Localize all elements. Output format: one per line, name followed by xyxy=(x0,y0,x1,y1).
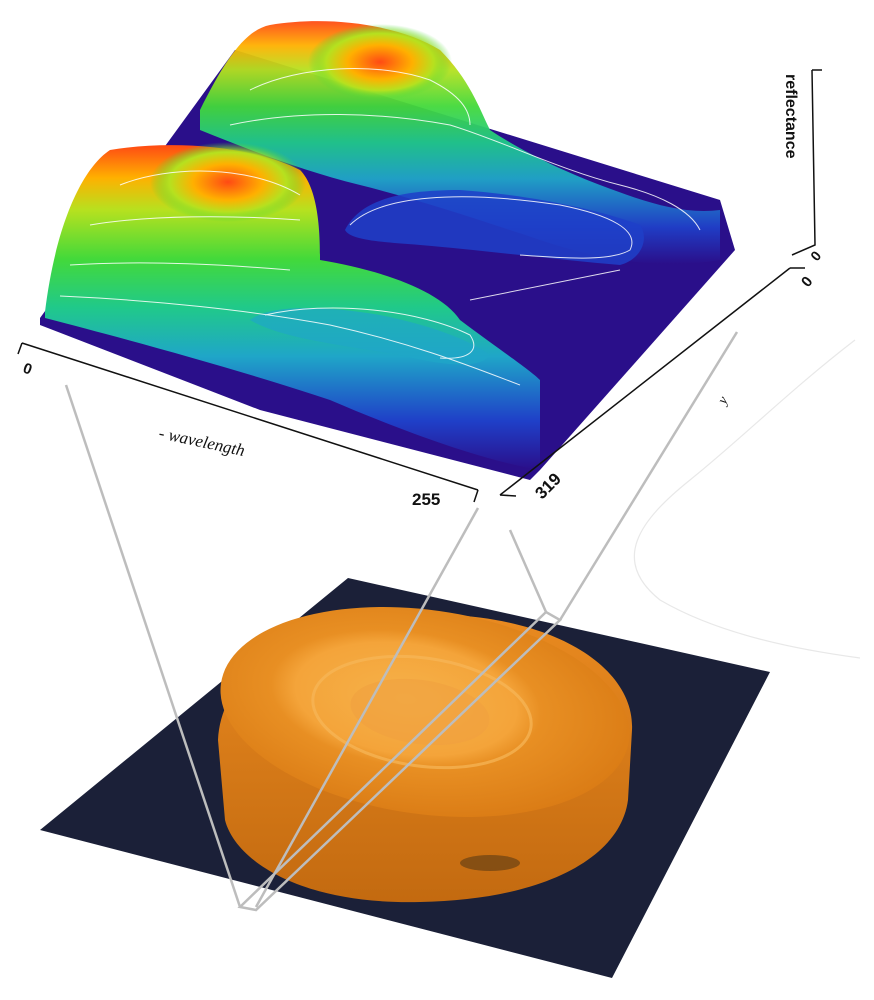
scan-line-box xyxy=(237,610,563,912)
surface-peak-front xyxy=(150,142,306,222)
x-tick-0: 0 xyxy=(21,360,35,379)
y-axis-label: y xyxy=(714,393,731,408)
projection-lines xyxy=(64,331,739,912)
z-axis-label: reflectance xyxy=(782,74,799,159)
x-axis-label: - wavelength xyxy=(157,423,246,460)
surface-peak-back xyxy=(308,24,452,100)
surface-ridge-front xyxy=(45,145,540,471)
faint-trace xyxy=(633,339,861,659)
surface-axes xyxy=(17,69,822,503)
y-tick-0: 0 xyxy=(798,273,816,290)
z-axis-line xyxy=(791,69,816,256)
carrot-core xyxy=(350,678,490,746)
z-tick-0: 0 xyxy=(807,248,824,264)
y-axis-line xyxy=(499,267,791,496)
surface-valley-back xyxy=(345,190,644,265)
surface-valley-front xyxy=(250,308,490,365)
surface-plot xyxy=(40,21,735,480)
carrot-photo xyxy=(40,578,770,978)
carrot-blemish xyxy=(460,855,520,871)
x-axis-line xyxy=(21,342,479,491)
carrot-core-ring xyxy=(311,654,533,770)
x-tick-255: 255 xyxy=(412,490,440,509)
y-tick-319: 319 xyxy=(531,469,564,502)
surface-contours xyxy=(59,68,701,386)
